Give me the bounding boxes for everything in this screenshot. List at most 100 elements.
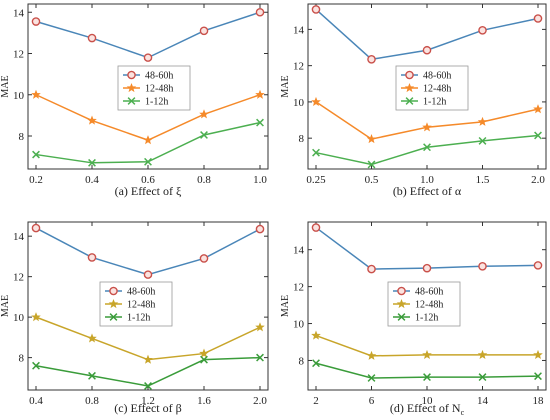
panel-0-xtick-label-0: 0.2 bbox=[29, 174, 43, 186]
panel-0-xtick-label-3: 0.8 bbox=[197, 174, 211, 186]
panel-0-series-1-point-2 bbox=[143, 135, 153, 145]
panel-0-ytick-label-1: 10 bbox=[13, 90, 25, 102]
panel-3-xtick-label-2: 10 bbox=[422, 395, 434, 407]
panel-3-series-0-line bbox=[315, 226, 539, 270]
panel-3: 8 10 12 14 2 6 10 14 18 MAE 48-60h 12-48h 1-12h (d) E… bbox=[280, 221, 547, 417]
panel-3-series-2-line bbox=[315, 362, 539, 379]
panel-3-ylabel: MAE bbox=[280, 295, 291, 317]
panel-2-series-1-point-0 bbox=[31, 312, 41, 322]
panel-2-ytick-label-0: 8 bbox=[19, 353, 25, 365]
panel-0-xtick-label-4: 1.0 bbox=[253, 174, 267, 186]
panel-2-ytick-label-1: 10 bbox=[13, 312, 25, 324]
panel-3-series-1-point-0 bbox=[311, 330, 321, 340]
panel-1-series-1-point-4 bbox=[533, 104, 543, 114]
panel-2: 8 10 12 14 0.4 0.8 1.2 1.6 2.0 MAE 48-60h 12-48h 1-1… bbox=[0, 221, 269, 415]
panel-0-legend-label-2: 1-12h bbox=[145, 97, 168, 108]
panel-3-caption: (d) Effect of Nc bbox=[390, 401, 465, 417]
panel-2-xtick-label-1: 0.8 bbox=[85, 395, 99, 407]
panel-3-ytick-label-3: 14 bbox=[293, 245, 305, 257]
panel-1-legend-label-2: 1-12h bbox=[423, 97, 446, 108]
panel-2-xtick-label-3: 1.6 bbox=[197, 395, 211, 407]
panel-2-series-0-point-4 bbox=[255, 224, 265, 234]
panel-1-series-2-point-2 bbox=[423, 143, 431, 152]
panel-3-ytick-label-1: 10 bbox=[293, 319, 305, 331]
panel-1-xtick-label-3: 1.5 bbox=[476, 174, 490, 186]
panel-1-series-0-point-3 bbox=[478, 25, 487, 35]
panel-1-ytick-label-0: 8 bbox=[299, 133, 305, 145]
panel-1-xtick-label-4: 2.0 bbox=[531, 174, 545, 186]
panel-0-series-0-line bbox=[35, 11, 261, 59]
panel-2-xtick-label-2: 1.2 bbox=[141, 395, 155, 407]
panel-3-series-0-point-4 bbox=[533, 261, 543, 270]
panel-3-series-2-point-legend bbox=[397, 313, 406, 321]
panel-0-series-0-point-3 bbox=[199, 26, 209, 36]
panel-3-xtick-label-0: 2 bbox=[313, 395, 319, 407]
panel-0-series-0-point-1 bbox=[87, 33, 97, 43]
panel-2-series-1-point-2 bbox=[143, 354, 153, 364]
panel-0-series-1-point-0 bbox=[31, 89, 41, 99]
panel-1-series-0-point-1 bbox=[367, 55, 376, 64]
panel-3-ytick-label-0: 8 bbox=[299, 355, 305, 367]
panel-0-series-1-point-4 bbox=[255, 89, 265, 99]
panel-3-legend-label-1: 12-48h bbox=[415, 300, 443, 311]
panel-2-legend-label-2: 1-12h bbox=[127, 313, 150, 324]
panel-0-ytick-label-2: 12 bbox=[13, 49, 24, 61]
panel-1-caption: (b) Effect of α bbox=[393, 184, 462, 198]
panel-3-xtick-label-3: 14 bbox=[477, 395, 489, 407]
panel-0-series-0-point-4 bbox=[255, 7, 265, 17]
panel-0-series-2-point-2 bbox=[144, 157, 152, 166]
panel-2-xtick-label-0: 0.4 bbox=[29, 395, 43, 407]
panel-0-series-0-point-legend bbox=[127, 70, 136, 80]
panel-3-series-2-point-3 bbox=[478, 373, 487, 382]
panel-3-series-0-point-1 bbox=[367, 264, 376, 274]
panel-2-series-0-point-1 bbox=[87, 253, 97, 262]
panel-3-series-2-point-1 bbox=[367, 374, 376, 382]
panel-3-series-1-point-4 bbox=[533, 349, 543, 359]
panel-0-series-2-point-1 bbox=[88, 158, 96, 167]
panel-2-series-1-point-4 bbox=[255, 322, 265, 332]
panel-3-series-0-point-0 bbox=[311, 223, 321, 232]
panel-2-series-2-point-0 bbox=[32, 361, 40, 370]
panel-1-series-1-point-3 bbox=[477, 116, 488, 126]
panel-3-series-0-point-legend bbox=[397, 286, 406, 296]
panel-2-series-0-point-legend bbox=[109, 286, 118, 296]
panel-1-ytick-label-3: 14 bbox=[293, 24, 305, 36]
panel-2-caption-text: (c) Effect of β bbox=[114, 401, 182, 415]
panel-0-xtick-label-2: 0.6 bbox=[141, 174, 155, 186]
panel-0-caption: (a) Effect of ξ bbox=[115, 184, 182, 198]
panel-0-series-2-line bbox=[35, 121, 261, 164]
panel-2-ytick-label-3: 14 bbox=[13, 231, 25, 243]
panel-1-series-1-point-legend bbox=[404, 82, 415, 93]
panel-2-caption: (c) Effect of β bbox=[114, 401, 182, 415]
panel-3-series-2-point-2 bbox=[423, 373, 431, 382]
panel-3-legend-label-0: 48-60h bbox=[415, 287, 443, 298]
panel-3-series-0-point-3 bbox=[478, 262, 487, 271]
panel-0-xtick-label-1: 0.4 bbox=[85, 174, 99, 186]
panel-3-series-2-point-0 bbox=[312, 359, 320, 368]
panel-3-series-1-point-2 bbox=[422, 349, 432, 359]
panel-2-legend-label-1: 12-48h bbox=[127, 300, 155, 311]
panel-1-series-2-line bbox=[315, 134, 539, 166]
panel-0-series-0-point-2 bbox=[143, 53, 153, 62]
panel-0-series-2-point-3 bbox=[200, 131, 208, 139]
panel-2-ylabel: MAE bbox=[0, 295, 11, 317]
panel-2-series-0-point-0 bbox=[31, 223, 41, 233]
panel-2-xtick-label-4: 2.0 bbox=[253, 395, 267, 407]
panel-0-legend-label-1: 12-48h bbox=[145, 84, 173, 95]
panel-0-caption-text: (a) Effect of ξ bbox=[115, 184, 182, 198]
panel-0-series-0-point-0 bbox=[31, 17, 41, 26]
panel-0-series-1-point-1 bbox=[87, 115, 97, 125]
panel-1-series-1-point-1 bbox=[366, 134, 377, 144]
panel-3-legend-label-2: 1-12h bbox=[415, 313, 438, 324]
panel-1-series-1-point-0 bbox=[311, 96, 321, 106]
panel-2-series-1-point-legend bbox=[108, 298, 119, 309]
panel-2-ytick-label-2: 12 bbox=[13, 272, 24, 284]
panel-1-ylabel: MAE bbox=[280, 75, 291, 97]
panel-1-series-0-point-legend bbox=[405, 70, 414, 80]
panel-1-xtick-label-1: 0.5 bbox=[365, 174, 379, 186]
panel-2-series-0-line bbox=[35, 227, 261, 276]
panel-2-series-1-point-3 bbox=[199, 348, 209, 358]
panel-1-ytick-label-2: 12 bbox=[293, 61, 304, 73]
panel-3-series-2-point-4 bbox=[534, 372, 542, 381]
